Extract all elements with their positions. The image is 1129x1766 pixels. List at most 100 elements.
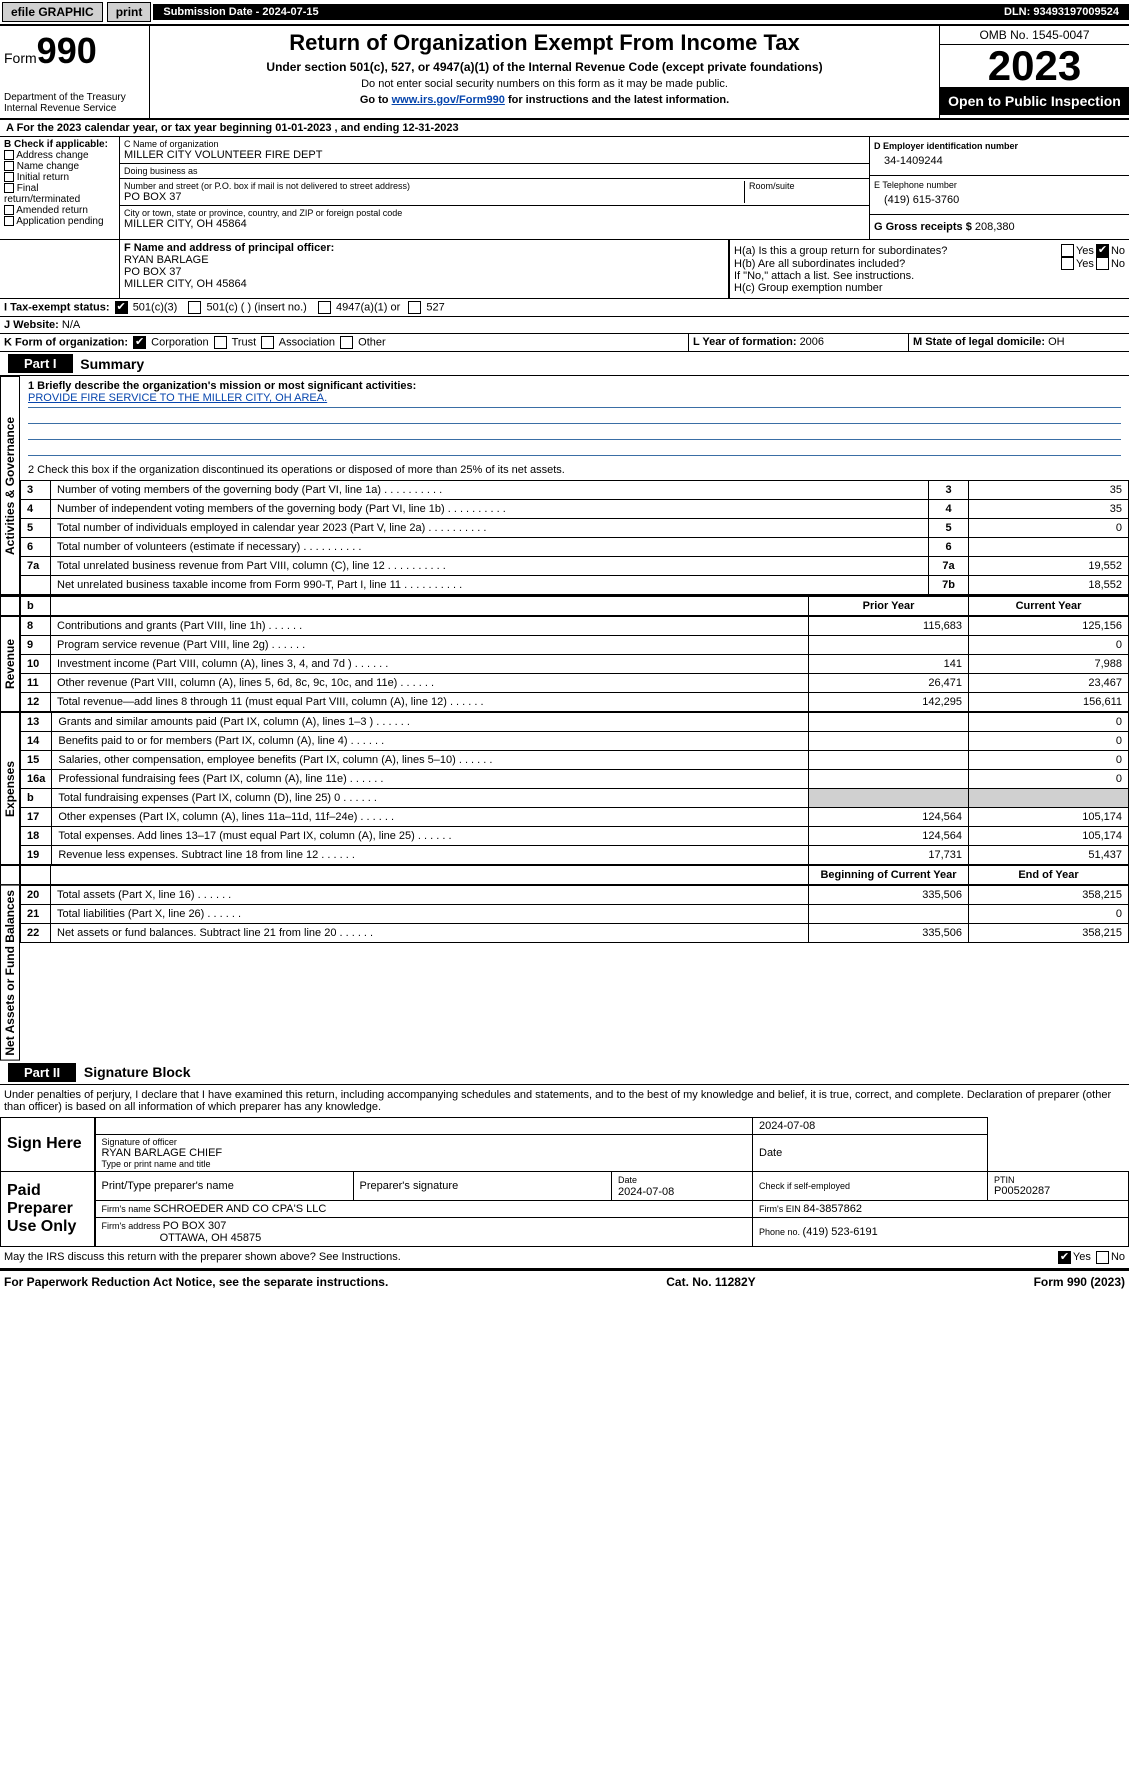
firm-addr1: PO BOX 307 [163,1220,227,1232]
entity-block: B Check if applicable: Address change Na… [0,137,1129,240]
sidebar-expenses: Expenses [0,712,20,865]
part1-title: Summary [80,356,144,372]
box-c: C Name of organization MILLER CITY VOLUN… [120,137,869,239]
part2-tag: Part II [8,1063,76,1082]
table-row: 22 Net assets or fund balances. Subtract… [21,924,1129,943]
q2-text: 2 Check this box if the organization dis… [20,460,1129,480]
part1-tag: Part I [8,354,73,373]
mission-text[interactable]: PROVIDE FIRE SERVICE TO THE MILLER CITY,… [28,392,327,404]
table-row: 17 Other expenses (Part IX, column (A), … [21,808,1129,827]
officer-addr1: PO BOX 37 [124,266,724,278]
chk-corp [133,336,146,349]
form-header: Form990 Department of the Treasury Inter… [0,26,1129,120]
form-title: Return of Organization Exempt From Incom… [154,30,935,56]
table-row: 10 Investment income (Part VIII, column … [21,655,1129,674]
firm-addr-label: Firm's address [102,1221,163,1231]
footer-right-suffix: (2023) [1090,1275,1125,1289]
table-row: 20 Total assets (Part X, line 16) . . . … [21,886,1129,905]
sig-officer: RYAN BARLAGE CHIEF [102,1147,747,1159]
self-emp-label: Check if self-employed [759,1181,981,1191]
footer-mid: Cat. No. 11282Y [666,1275,755,1289]
governance-table: 3 Number of voting members of the govern… [20,480,1129,595]
domicile-value: OH [1048,336,1065,348]
year-formation-value: 2006 [800,336,824,348]
print-button[interactable]: print [107,2,152,22]
discuss-no: No [1111,1251,1125,1264]
chk-final: Final return/terminated [4,183,80,205]
ein-value: 34-1409244 [874,151,1125,171]
opt-other: Other [358,336,386,348]
declaration-text: Under penalties of perjury, I declare th… [0,1085,1129,1117]
right-col-deg: D Employer identification number 34-1409… [869,137,1129,239]
opt-501c: 501(c) ( ) (insert no.) [207,301,307,313]
table-row: 11 Other revenue (Part VIII, column (A),… [21,674,1129,693]
sidebar-revenue: Revenue [0,616,20,712]
opt-4947: 4947(a)(1) or [336,301,400,313]
revenue-table: 8 Contributions and grants (Part VIII, l… [20,616,1129,712]
firm-phone-label: Phone no. [759,1227,803,1237]
form-org-label: K Form of organization: [4,336,128,348]
table-row: 14 Benefits paid to or for members (Part… [21,732,1129,751]
firm-ein-label: Firm's EIN [759,1204,803,1214]
sig-date: 2024-07-08 [753,1117,988,1134]
header-b: b [21,597,51,616]
ha-no-check [1096,244,1109,257]
note2-suffix: for instructions and the latest informat… [505,94,729,106]
box-b: B Check if applicable: Address change Na… [0,137,120,239]
city-label: City or town, state or province, country… [124,208,865,218]
org-name-label: C Name of organization [124,139,865,149]
chk-address: Address change [16,150,88,161]
domicile-label: M State of legal domicile: [913,336,1048,348]
sidebar-netassets: Net Assets or Fund Balances [0,885,20,1061]
firm-name-label: Firm's name [102,1204,154,1214]
firm-ein: 84-3857862 [803,1203,862,1215]
header-prior: Prior Year [809,597,969,616]
firm-phone: (419) 523-6191 [803,1226,878,1238]
signature-table: Sign Here 2024-07-08 Signature of office… [0,1117,1129,1247]
table-row: 7a Total unrelated business revenue from… [21,557,1129,576]
table-row: 5 Total number of individuals employed i… [21,519,1129,538]
discuss-yes-check [1058,1251,1071,1264]
hb-label: H(b) Are all subordinates included? [734,258,1059,270]
paid-preparer-label: Paid Preparer Use Only [1,1171,95,1246]
section-a-mid: , and ending [335,122,403,134]
part1-header: Part I Summary [0,352,1129,376]
discuss-yes: Yes [1073,1251,1091,1264]
note2-prefix: Go to [360,94,392,106]
table-row: 18 Total expenses. Add lines 13–17 (must… [21,827,1129,846]
ha-yes: Yes [1076,245,1094,257]
opt-corp: Corporation [151,336,208,348]
dept-treasury: Department of the Treasury Internal Reve… [4,92,145,114]
part2-title: Signature Block [84,1064,191,1080]
chk-name: Name change [17,161,79,172]
sig-officer-label: Signature of officer [102,1137,747,1147]
net-header-table: Beginning of Current Year End of Year [20,865,1129,885]
city-value: MILLER CITY, OH 45864 [124,218,865,230]
form990-link[interactable]: www.irs.gov/Form990 [392,94,505,106]
firm-addr2: OTTAWA, OH 45875 [160,1232,262,1244]
ein-label: D Employer identification number [874,141,1125,151]
firm-name: SCHROEDER AND CO CPA'S LLC [153,1203,326,1215]
table-row: Net unrelated business taxable income fr… [21,576,1129,595]
hb-no: No [1111,258,1125,270]
gross-label: G Gross receipts $ [874,221,975,233]
efile-button[interactable]: efile GRAPHIC [2,2,103,22]
footer-right-prefix: Form [1034,1275,1067,1289]
ha-label: H(a) Is this a group return for subordin… [734,245,1059,257]
hb-yes: Yes [1076,258,1094,270]
table-row: 3 Number of voting members of the govern… [21,481,1129,500]
street-value: PO BOX 37 [124,191,744,203]
ha-no: No [1111,245,1125,257]
form-prefix: Form [4,50,37,66]
gross-value: 208,380 [975,221,1015,233]
discuss-text: May the IRS discuss this return with the… [4,1251,1056,1264]
header-eoy: End of Year [969,866,1129,885]
part2-header: Part II Signature Block [0,1061,1129,1085]
table-row: 8 Contributions and grants (Part VIII, l… [21,617,1129,636]
table-row: 4 Number of independent voting members o… [21,500,1129,519]
topbar: efile GRAPHIC print Submission Date - 20… [0,0,1129,26]
table-row: 19 Revenue less expenses. Subtract line … [21,846,1129,865]
footer-left: For Paperwork Reduction Act Notice, see … [4,1275,388,1289]
dln-label: DLN: [1004,6,1033,18]
ptin-label: PTIN [994,1175,1122,1185]
